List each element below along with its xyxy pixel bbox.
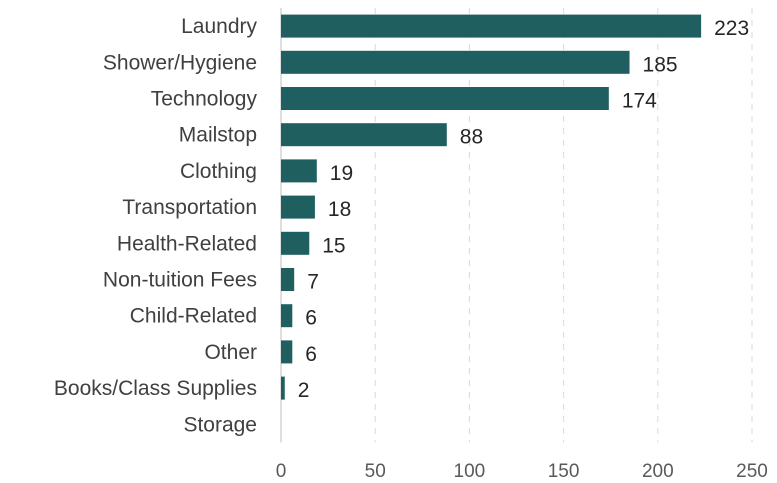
bar bbox=[281, 87, 609, 110]
value-label: 88 bbox=[460, 126, 483, 149]
gridlines bbox=[280, 8, 753, 443]
category-label: Clothing bbox=[180, 160, 257, 183]
category-label: Books/Class Supplies bbox=[54, 377, 257, 400]
bar bbox=[281, 195, 315, 219]
value-label: 15 bbox=[322, 234, 345, 257]
bar bbox=[281, 268, 295, 291]
bar bbox=[281, 14, 702, 38]
value-label: 18 bbox=[328, 198, 351, 221]
category-label: Child-Related bbox=[130, 305, 257, 328]
value-label: 6 bbox=[305, 343, 317, 366]
x-tick-label: 0 bbox=[276, 461, 287, 482]
bars bbox=[281, 14, 702, 400]
category-label: Laundry bbox=[181, 15, 257, 38]
bar bbox=[281, 50, 630, 74]
value-label: 6 bbox=[305, 307, 317, 330]
value-label: 174 bbox=[622, 90, 657, 113]
category-label: Transportation bbox=[122, 196, 257, 219]
x-axis-ticks: 0 50 100 150 200 250 bbox=[276, 461, 768, 482]
x-tick-label: 250 bbox=[736, 461, 768, 482]
x-tick-label: 200 bbox=[642, 461, 674, 482]
value-label: 185 bbox=[643, 53, 678, 76]
bar bbox=[281, 123, 447, 147]
value-label: 2 bbox=[298, 379, 310, 402]
category-label: Technology bbox=[151, 88, 258, 111]
category-label: Other bbox=[204, 341, 257, 364]
bar bbox=[281, 159, 317, 183]
bar bbox=[281, 340, 293, 364]
value-label: 223 bbox=[714, 17, 749, 40]
category-labels: Laundry Shower/Hygiene Technology Mailstop C… bbox=[54, 15, 258, 436]
category-label: Shower/Hygiene bbox=[103, 51, 257, 74]
value-labels: 223 185 174 88 19 18 157 6 6 2 bbox=[298, 17, 749, 402]
bar bbox=[281, 376, 285, 400]
x-tick-label: 50 bbox=[365, 461, 386, 482]
x-tick-label: 100 bbox=[454, 461, 486, 482]
bar bbox=[281, 304, 293, 328]
value-label: 19 bbox=[330, 162, 353, 185]
bar bbox=[281, 231, 310, 255]
category-label: Non-tuition Fees bbox=[103, 269, 257, 292]
category-label: Mailstop bbox=[179, 124, 257, 147]
value-label: 7 bbox=[307, 271, 319, 294]
category-label: Storage bbox=[183, 413, 257, 436]
x-tick-label: 150 bbox=[548, 461, 580, 482]
category-label: Health-Related bbox=[117, 232, 257, 255]
